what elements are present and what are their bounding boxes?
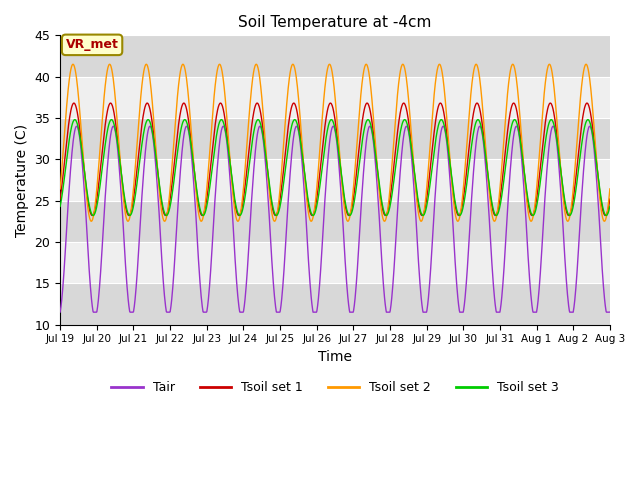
Text: VR_met: VR_met (66, 38, 118, 51)
X-axis label: Time: Time (318, 350, 352, 364)
Bar (60, 77, 610, 118)
Bar (60, 36, 610, 77)
Title: Soil Temperature at -4cm: Soil Temperature at -4cm (238, 15, 432, 30)
Bar (60, 283, 610, 324)
Bar (60, 159, 610, 201)
Bar (60, 242, 610, 283)
Y-axis label: Temperature (C): Temperature (C) (15, 123, 29, 237)
Bar (60, 118, 610, 159)
Legend: Tair, Tsoil set 1, Tsoil set 2, Tsoil set 3: Tair, Tsoil set 1, Tsoil set 2, Tsoil se… (106, 376, 564, 399)
Bar (60, 201, 610, 242)
